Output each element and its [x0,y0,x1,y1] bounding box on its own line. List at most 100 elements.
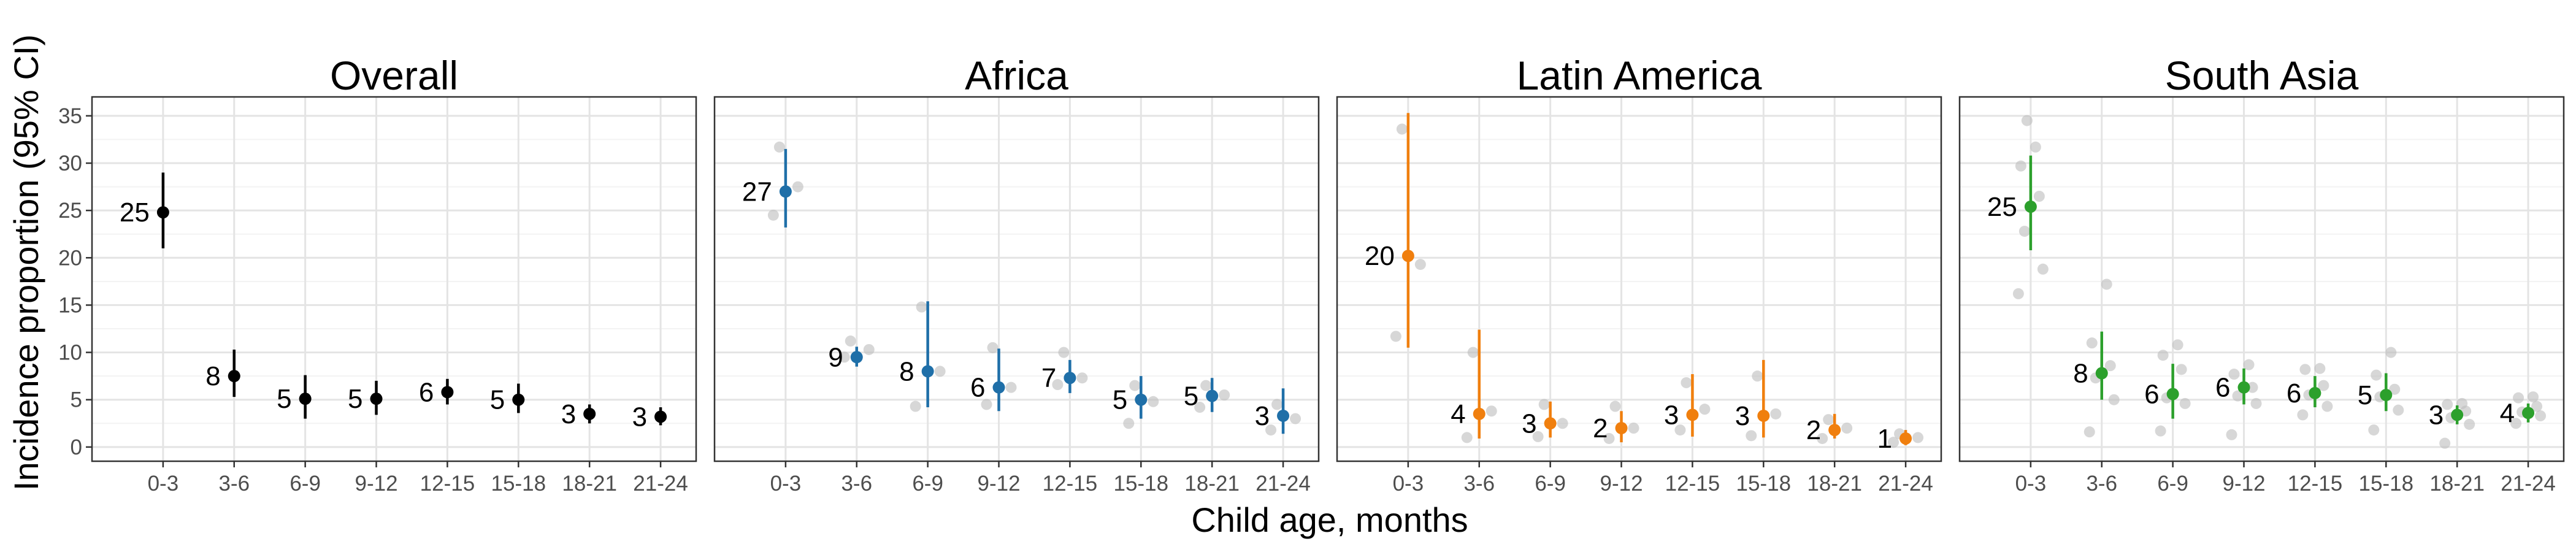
estimate-point [1473,407,1485,420]
y-tick-label: 10 [58,341,82,365]
x-tick-label: 6-9 [2157,472,2188,496]
study-point [1396,123,1408,135]
study-point [910,401,921,412]
estimate-point [228,370,240,383]
study-point [2513,392,2524,404]
study-point [981,399,992,410]
study-point [2456,397,2468,409]
estimate-point [1064,372,1076,385]
study-point [1052,379,1064,391]
estimate-label: 3 [1255,401,1270,431]
x-tick-label: 12-15 [2288,472,2343,496]
study-point [2018,226,2030,237]
x-tick-label: 0-3 [1393,472,1424,496]
estimate-point [1277,409,1290,422]
study-point [845,335,856,347]
estimate-label: 5 [2358,380,2372,410]
estimate-label: 5 [490,385,505,415]
y-tick-label: 20 [58,246,82,270]
x-tick-label: 18-21 [1184,472,1240,496]
panel-title: South Asia [2165,53,2359,98]
study-point [1461,432,1473,443]
panel-background [1960,97,2564,461]
panel-border [91,96,697,462]
study-point [2247,381,2258,393]
panel-3: South Asia 0-3 3-6 6-9 9-12 12-15 15-18 18-21 21… [1958,53,2565,496]
estimate-label: 5 [1113,385,1127,415]
x-tick-label: 9-12 [1600,472,1643,496]
study-point [1058,347,1070,358]
study-point [2531,401,2543,412]
x-tick-label: 0-3 [2015,472,2047,496]
estimate-point [992,381,1005,394]
study-point [1674,424,1686,436]
study-point [1770,408,1782,420]
x-tick-label: 6-9 [289,472,321,496]
study-point [1609,401,1621,412]
study-point [916,301,927,313]
x-tick-label: 9-12 [2222,472,2265,496]
study-point [2368,424,2380,436]
estimate-point [2024,200,2037,213]
study-point [1076,372,1088,384]
x-tick-label: 15-18 [1114,472,1169,496]
estimate-label: 25 [120,197,150,228]
estimate-point [2380,389,2393,401]
panel-2: Latin America 0-3 3-6 6-9 9-12 12-15 15-18 18-2… [1336,53,1942,496]
estimate-label: 5 [1184,381,1198,412]
estimate-label: 6 [970,373,985,403]
x-tick-label: 3-6 [1463,472,1495,496]
study-point [1538,399,1550,410]
study-point [1219,389,1230,401]
estimate-point [1206,389,1219,402]
estimate-point [1135,393,1148,406]
estimate-label: 4 [1451,399,1465,429]
estimate-label: 2 [1593,413,1608,443]
study-point [767,209,779,221]
study-point [2175,364,2187,375]
estimate-point [1899,432,1912,445]
estimate-label: 3 [1522,408,1536,439]
study-point [792,181,803,193]
x-tick-label: 6-9 [912,472,943,496]
estimate-point [370,393,383,405]
study-point [1148,396,1159,407]
estimate-label: 7 [1041,363,1056,393]
estimate-point [156,206,169,219]
study-point [1752,370,1763,382]
study-point [2033,191,2045,202]
estimate-point [1544,417,1557,430]
study-point [2510,418,2522,429]
study-point [2226,429,2237,440]
study-point [2015,160,2026,172]
panel-border [713,96,1320,462]
panel-border [1336,96,1942,462]
x-tick-label: 0-3 [148,472,179,496]
y-tick-label: 30 [58,151,82,175]
x-tick-label: 9-12 [977,472,1020,496]
study-point [2393,404,2404,416]
y-axis-title: Incidence proportion (95% CI) [7,34,45,491]
y-tick-label: 0 [71,435,82,459]
panel-background [1337,97,1941,461]
panel-background [715,97,1319,461]
study-point [1271,399,1283,410]
study-point [1912,432,1924,443]
study-point [2535,410,2547,421]
x-tick-label: 21-24 [633,472,688,496]
estimate-label: 8 [899,356,914,386]
y-tick-label: 5 [71,388,82,412]
study-point [2083,426,2095,438]
study-point [2157,350,2169,361]
study-point [1841,423,1853,434]
estimate-point [1828,424,1841,437]
study-point [2030,141,2041,153]
study-point [1485,405,1497,417]
study-point [2442,399,2453,410]
estimate-point [2166,388,2179,401]
x-tick-label: 12-15 [1665,472,1720,496]
estimate-label: 6 [2215,373,2230,403]
